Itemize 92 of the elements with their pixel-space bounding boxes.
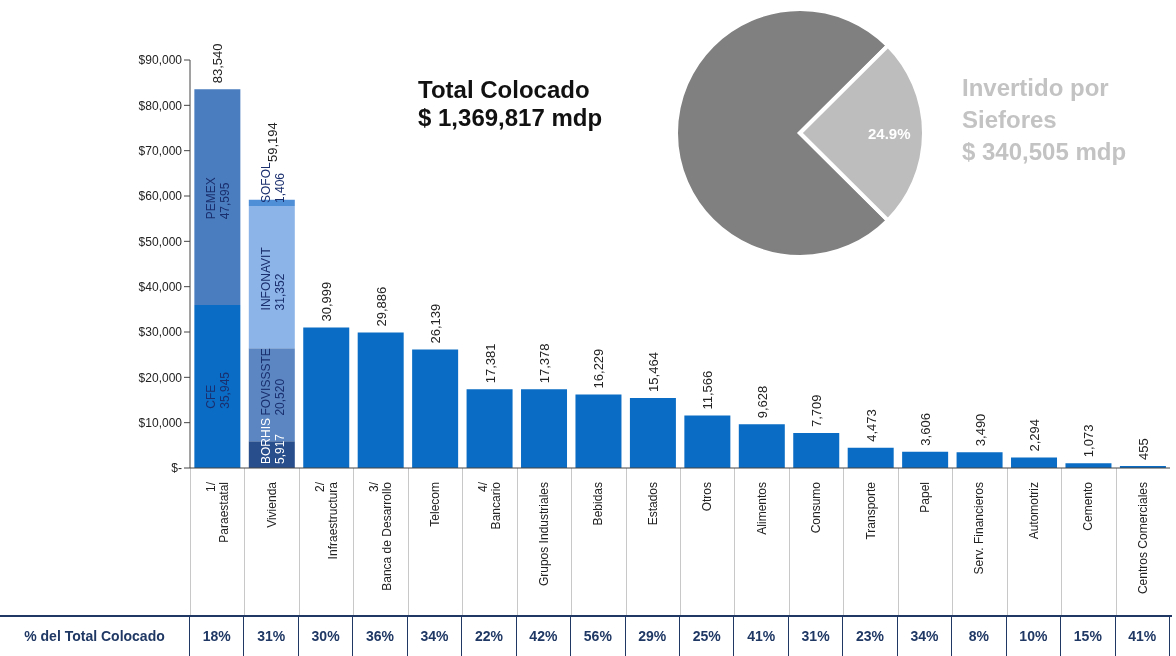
y-tick-label: $40,000	[138, 279, 183, 294]
data-label: BORHIS 5,917	[258, 417, 287, 464]
data-label: CFE 35,945	[204, 371, 233, 409]
text: 23%	[856, 627, 885, 644]
x-tick-label: Alimentos	[754, 482, 769, 535]
text: 30%	[311, 627, 340, 644]
x-tick-label: Serv. Financieros	[972, 482, 987, 575]
text: 8%	[968, 627, 990, 644]
text: 34%	[910, 627, 939, 644]
total-label: 11,566	[700, 370, 716, 410]
y-tick-label: $-	[171, 461, 182, 476]
annotation: Invertido por Siefores	[962, 73, 1110, 135]
text: 31%	[801, 627, 830, 644]
data-label: 24.9%	[868, 124, 911, 142]
y-tick-label: $20,000	[138, 370, 183, 385]
x-tick-label: 4/ Bancario	[475, 481, 503, 530]
data-label: INFONAVIT 31,352	[258, 246, 287, 311]
bar	[248, 206, 295, 349]
x-tick-label: 2/ Infraestructura	[312, 481, 340, 560]
total-label: 455	[1135, 438, 1151, 460]
text: 15%	[1073, 627, 1102, 644]
x-tick-label: Otros	[700, 482, 715, 512]
text: 31%	[257, 627, 286, 644]
total-label: 2,294	[1027, 419, 1043, 452]
annotation: $ 340,505 mdp	[962, 137, 1127, 167]
x-tick-label: Centros Comerciales	[1135, 482, 1150, 595]
total-label: 26,139	[428, 303, 444, 344]
total-label: 9,628	[754, 385, 770, 419]
total-label: 30,999	[319, 281, 335, 322]
y-tick-label: $60,000	[138, 189, 183, 204]
bar	[194, 305, 241, 468]
text: 18%	[202, 627, 231, 644]
bar	[412, 349, 459, 468]
annotation: Total Colocado	[418, 76, 591, 104]
bar	[466, 389, 513, 468]
total-label: 83,540	[210, 43, 226, 84]
text: 22%	[474, 627, 503, 644]
text: 10%	[1019, 627, 1048, 644]
bar	[793, 433, 840, 468]
text: 34%	[420, 627, 449, 644]
y-tick-label: $30,000	[138, 325, 183, 340]
text: 41%	[747, 627, 776, 644]
x-tick-label: Bebidas	[591, 482, 606, 526]
total-label: 17,378	[537, 343, 553, 384]
data-label: SOFOL 1,406	[258, 162, 287, 204]
annotation: $ 1,369,817 mdp	[418, 104, 603, 132]
bar	[956, 452, 1003, 468]
x-tick-label: 1/ Paraestatal	[203, 481, 231, 543]
x-tick-label: Estados	[645, 482, 660, 526]
total-label: 1,073	[1081, 424, 1097, 458]
x-tick-label: Consumo	[809, 481, 824, 534]
x-tick-label: Automotriz	[1026, 482, 1041, 540]
x-tick-label: Grupos Industriales	[536, 482, 551, 587]
bar	[194, 89, 241, 306]
total-label: 17,381	[482, 343, 498, 384]
data-label: FOVISSSTE 20,520	[258, 348, 287, 416]
y-tick-label: $80,000	[138, 98, 183, 113]
y-tick-label: $70,000	[138, 143, 183, 158]
bar	[303, 327, 350, 468]
bar	[575, 394, 622, 468]
text: % del Total Colocado	[24, 627, 165, 644]
x-tick-label: Papel	[918, 482, 932, 513]
bar	[738, 424, 785, 468]
text: 29%	[638, 627, 667, 644]
text: 41%	[1128, 627, 1157, 644]
bar	[357, 332, 404, 468]
x-tick-label: 3/ Banca de Desarrollo	[367, 481, 395, 591]
bar	[629, 397, 676, 468]
total-label: 29,886	[373, 286, 389, 327]
bar	[684, 415, 731, 468]
text: 42%	[529, 627, 558, 644]
bar	[902, 451, 949, 468]
total-label: 4,473	[863, 409, 879, 442]
x-tick-label: Transporte	[863, 481, 878, 540]
bar	[521, 389, 568, 468]
text: 25%	[692, 627, 721, 644]
total-label: 3,490	[972, 413, 988, 447]
y-tick-label: $10,000	[138, 415, 183, 430]
total-label: 59,194	[264, 122, 280, 163]
total-label: 15,464	[645, 352, 661, 392]
total-label: 3,606	[918, 413, 934, 446]
text: 56%	[583, 627, 612, 644]
text: 36%	[366, 627, 395, 644]
data-label: PEMEX 47,595	[204, 177, 233, 220]
x-tick-label: Cemento	[1081, 481, 1096, 531]
y-tick-label: $90,000	[138, 53, 183, 68]
x-tick-label: Telecom	[428, 482, 442, 527]
total-label: 16,229	[591, 348, 607, 389]
y-tick-label: $50,000	[138, 234, 183, 249]
bar	[847, 447, 894, 468]
total-label: 7,709	[809, 394, 825, 428]
x-tick-label: Vivienda	[264, 481, 279, 528]
